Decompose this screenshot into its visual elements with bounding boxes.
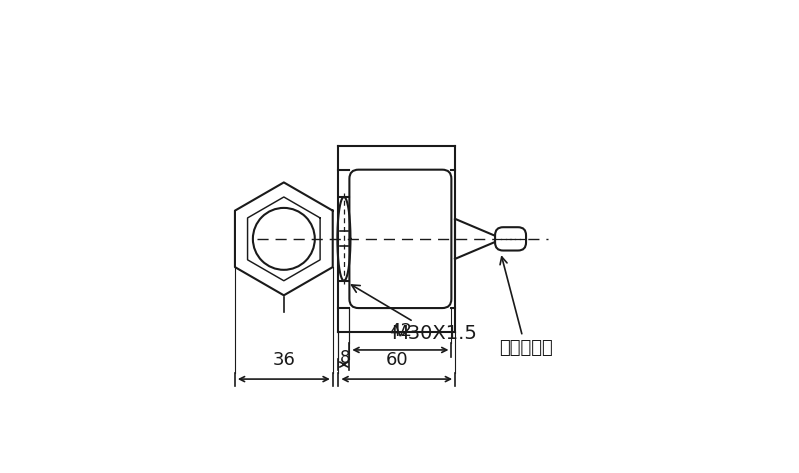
FancyBboxPatch shape	[495, 227, 526, 251]
Text: M30X1.5: M30X1.5	[352, 285, 477, 343]
Text: 60: 60	[385, 351, 408, 369]
Text: 8: 8	[340, 349, 350, 367]
Text: 36: 36	[272, 351, 296, 369]
Text: 42: 42	[389, 322, 411, 340]
Text: 动作指示灯: 动作指示灯	[499, 257, 552, 357]
